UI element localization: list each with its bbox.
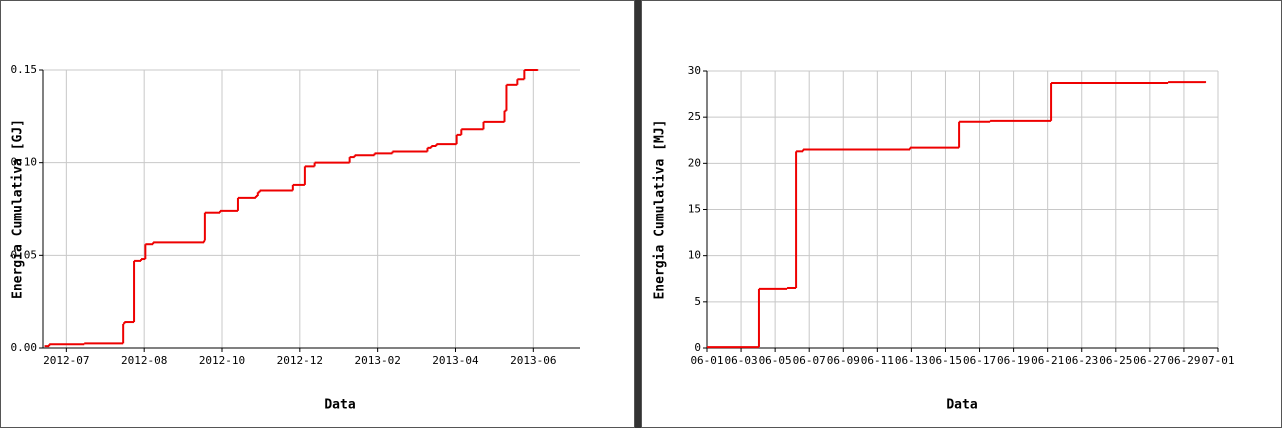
y-axis-title: Energia Cumulativa [MJ] <box>653 119 668 299</box>
y-tick-label: 5 <box>694 295 701 308</box>
y-tick-label: 25 <box>688 110 701 123</box>
x-tick-label: 06-17 <box>963 354 996 367</box>
x-tick-label: 07-01 <box>1201 354 1234 367</box>
y-tick-label: 15 <box>688 203 701 216</box>
x-tick-label: 06-05 <box>759 354 792 367</box>
x-tick-label: 2012-12 <box>277 354 323 367</box>
x-tick-label: 2013-02 <box>354 354 400 367</box>
x-tick-label: 2012-07 <box>43 354 89 367</box>
x-tick-label: 06-15 <box>929 354 962 367</box>
x-tick-label: 06-11 <box>861 354 894 367</box>
x-tick-label: 06-29 <box>1167 354 1200 367</box>
y-tick-label: 20 <box>688 156 701 169</box>
separator <box>635 0 641 428</box>
x-tick-label: 06-23 <box>1065 354 1098 367</box>
y-tick-label: 0.05 <box>11 248 38 261</box>
y-tick-label: 0.15 <box>11 63 38 76</box>
x-tick-label: 2012-10 <box>199 354 245 367</box>
x-axis-title: Data <box>946 398 977 413</box>
x-tick-label: 06-25 <box>1099 354 1132 367</box>
x-tick-label: 06-19 <box>997 354 1030 367</box>
x-tick-label: 06-27 <box>1133 354 1166 367</box>
y-tick-label: 10 <box>688 249 701 262</box>
y-tick-label: 0 <box>694 341 701 354</box>
x-tick-label: 06-09 <box>827 354 860 367</box>
panel <box>0 0 635 428</box>
x-axis-title: Data <box>324 398 355 413</box>
x-tick-label: 06-07 <box>793 354 826 367</box>
y-tick-label: 0.10 <box>11 156 38 169</box>
y-tick-label: 30 <box>688 64 701 77</box>
y-axis-title: Energia Cumulativa [GJ] <box>11 119 26 299</box>
x-tick-label: 06-21 <box>1031 354 1064 367</box>
x-tick-label: 06-03 <box>725 354 758 367</box>
x-tick-label: 2012-08 <box>121 354 167 367</box>
panel <box>641 0 1282 428</box>
x-tick-label: 06-13 <box>895 354 928 367</box>
x-tick-label: 2013-04 <box>432 354 479 367</box>
y-tick-label: 0.00 <box>11 341 38 354</box>
x-tick-label: 06-01 <box>690 354 723 367</box>
x-tick-label: 2013-06 <box>510 354 556 367</box>
